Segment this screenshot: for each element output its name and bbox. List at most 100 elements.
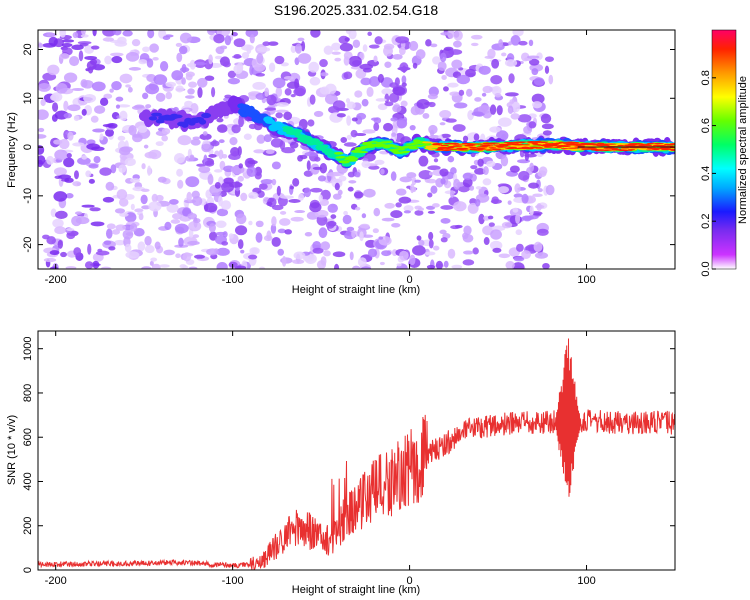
spectrogram-noise-blob [462,178,473,188]
spectrogram-noise-blob [508,73,515,84]
spectrogram-noise-blob [467,202,479,214]
spectrogram-noise-blob [138,213,144,221]
spectrogram-noise-blob [425,205,436,210]
spectrogram-noise-blob [422,112,430,119]
spectrogram-noise-blob [377,73,385,83]
spectrogram-noise-blob [188,266,198,269]
spectrogram-noise-blob [517,114,532,123]
spectrogram-noise-blob [207,173,214,185]
spectrogram-noise-blob [512,30,524,37]
spectrogram-noise-blob [140,188,150,192]
spectrogram-noise-blob [297,53,312,64]
spectrogram-noise-blob [148,201,162,212]
spectrogram-noise-blob [290,93,296,98]
spectrogram-noise-blob [260,179,274,185]
spectrogram-noise-blob [141,163,146,170]
spectrogram-noise-blob [90,146,105,151]
spectrogram-noise-blob [345,30,352,35]
spectrogram-noise-blob [175,85,184,93]
spectrogram-noise-blob [116,104,131,108]
spectrogram-noise-blob [428,101,436,108]
spectrogram-noise-blob [498,117,512,127]
spectrogram-noise-blob [46,155,55,165]
spectrogram-noise-blob [440,218,451,224]
spectrogram-noise-blob [178,237,184,248]
spectrogram-noise-blob [523,125,533,134]
spectrogram-noise-blob [533,77,545,86]
spectrogram-noise-blob [430,43,438,48]
spectrogram-noise-blob [176,52,183,63]
spectrogram-noise-blob [59,30,67,38]
spectrogram-noise-blob [351,229,356,238]
spectrogram-noise-blob [533,241,543,253]
spectrogram-noise-blob [367,248,378,258]
spectrogram-noise-blob [548,74,554,85]
spectrogram-noise-blob [451,264,463,269]
spectrogram-noise-blob [110,52,124,57]
spectrogram-noise-blob [137,241,146,252]
spectrogram-noise-blob [511,101,521,113]
spectrogram-noise-blob [313,110,324,117]
spectrogram-noise-blob [85,170,92,178]
spectrogram-noise-blob [55,82,68,94]
spectrogram-noise-blob [258,266,266,269]
spectrogram-noise-blob [211,87,216,98]
spectrogram-noise-blob [271,161,281,170]
spectrogram-noise-blob [249,34,255,44]
spectrogram-ridge-blob [531,142,539,145]
spectrogram-ridge-blob [172,114,183,119]
spectrogram-noise-blob [272,77,286,89]
spectrogram-ridge-blob [535,148,545,150]
spectrogram-noise-blob [290,216,304,222]
spectrogram-noise-blob [310,30,321,38]
spectrogram-noise-blob [289,141,299,149]
spectrogram-ridge-blob [669,143,675,145]
spectrogram-ridge-blob [620,147,630,149]
spectrogram-ridge-blob [452,146,463,148]
spectrogram-ridge-blob [383,146,391,149]
spectrogram-noise-blob [83,93,97,103]
spectrogram-noise-blob [227,70,237,79]
spectrogram-noise-blob [440,178,446,185]
spectrogram-noise-blob [275,112,283,119]
spectrogram-noise-blob [372,228,379,234]
spectrogram-noise-blob [342,214,352,225]
spectrogram-noise-blob [340,137,348,143]
spectrogram-noise-blob [491,58,500,69]
spectrogram-noise-blob [113,30,122,36]
spectrogram-noise-blob [478,65,491,75]
spectrogram-noise-blob [515,229,523,236]
spectrogram-noise-blob [445,118,457,123]
spectrogram-noise-blob [343,71,353,80]
spectrogram-noise-blob [334,57,342,62]
spectrogram-noise-blob [418,239,425,247]
spectrogram-noise-blob [54,149,68,161]
spectrogram-ridge-blob [422,143,431,146]
spectrogram-noise-blob [129,223,138,232]
spectrogram-noise-blob [147,165,152,176]
spectrogram-noise-blob [352,265,361,269]
spectrogram-noise-blob [338,175,347,182]
spectrogram-noise-blob [474,168,486,175]
spectrogram-noise-blob [86,60,97,71]
spectrogram-noise-blob [346,101,356,110]
spectrogram-ridge-blob [291,129,303,133]
spectrogram-ridge-blob [581,148,591,150]
spectrogram-noise-blob [516,243,524,252]
spectrogram-noise-blob [331,51,341,55]
spectrogram-noise-blob [427,93,438,100]
spectrogram-noise-blob [38,82,51,92]
spectrogram-noise-blob [367,31,372,37]
spectrogram-noise-blob [99,167,112,176]
spectrogram-noise-blob [66,231,76,240]
spectrogram-noise-blob [266,94,277,106]
spectrogram-noise-blob [462,250,474,255]
spectrogram-ridge-blob [384,141,392,143]
chart-title: S196.2025.331.02.54.G18 [274,2,438,18]
spectrogram-noise-blob [228,233,234,239]
spectrogram-noise-blob [544,56,555,63]
spectrogram-noise-blob [277,248,285,256]
spectrogram-noise-blob [87,243,92,255]
spectrogram-noise-blob [532,101,543,109]
spectrogram-noise-blob [234,225,248,236]
